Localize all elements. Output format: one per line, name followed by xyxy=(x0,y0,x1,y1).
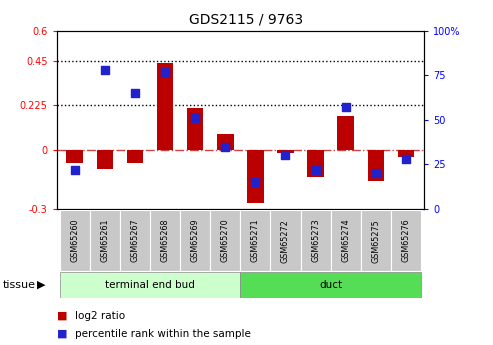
Bar xyxy=(67,149,83,163)
Bar xyxy=(391,210,421,271)
Text: GSM65267: GSM65267 xyxy=(131,219,140,263)
Text: log2 ratio: log2 ratio xyxy=(75,311,126,321)
Bar xyxy=(127,149,143,163)
Bar xyxy=(398,149,414,157)
Bar xyxy=(277,149,294,154)
Text: percentile rank within the sample: percentile rank within the sample xyxy=(75,329,251,338)
Point xyxy=(402,156,410,162)
Text: GSM65276: GSM65276 xyxy=(401,219,410,263)
Bar xyxy=(157,63,174,149)
Bar xyxy=(301,210,331,271)
Bar xyxy=(97,149,113,169)
Bar xyxy=(368,149,384,181)
Bar xyxy=(241,210,271,271)
Point xyxy=(101,67,109,73)
Bar xyxy=(187,108,204,149)
Text: GSM65268: GSM65268 xyxy=(161,219,170,263)
Bar xyxy=(60,210,90,271)
Text: terminal end bud: terminal end bud xyxy=(105,280,195,290)
Text: GSM65269: GSM65269 xyxy=(191,219,200,263)
Bar xyxy=(331,210,361,271)
Point xyxy=(251,179,259,185)
Bar xyxy=(217,134,234,149)
Bar xyxy=(361,210,391,271)
Text: tissue: tissue xyxy=(2,280,35,290)
Text: GSM65271: GSM65271 xyxy=(251,219,260,263)
Text: GSM65261: GSM65261 xyxy=(101,219,109,263)
Text: ■: ■ xyxy=(57,311,67,321)
Point xyxy=(221,144,229,149)
Text: ■: ■ xyxy=(57,329,67,338)
Point xyxy=(342,105,350,110)
Bar xyxy=(307,149,324,177)
Point xyxy=(161,69,169,75)
Point xyxy=(312,167,319,172)
Text: duct: duct xyxy=(319,280,342,290)
Text: GSM65260: GSM65260 xyxy=(70,219,79,263)
Text: GDS2115 / 9763: GDS2115 / 9763 xyxy=(189,12,304,26)
Bar xyxy=(241,272,421,298)
Text: GSM65274: GSM65274 xyxy=(341,219,350,263)
Bar xyxy=(210,210,241,271)
Text: ▶: ▶ xyxy=(36,280,45,290)
Bar xyxy=(90,210,120,271)
Point xyxy=(131,90,139,96)
Bar xyxy=(180,210,210,271)
Point xyxy=(191,115,199,121)
Bar xyxy=(60,272,241,298)
Point xyxy=(71,167,79,172)
Text: GSM65275: GSM65275 xyxy=(371,219,380,263)
Text: GSM65273: GSM65273 xyxy=(311,219,320,263)
Text: GSM65272: GSM65272 xyxy=(281,219,290,263)
Bar xyxy=(150,210,180,271)
Point xyxy=(372,170,380,176)
Bar xyxy=(271,210,301,271)
Text: GSM65270: GSM65270 xyxy=(221,219,230,263)
Bar xyxy=(120,210,150,271)
Bar xyxy=(337,116,354,149)
Point xyxy=(282,152,289,158)
Bar xyxy=(247,149,264,203)
